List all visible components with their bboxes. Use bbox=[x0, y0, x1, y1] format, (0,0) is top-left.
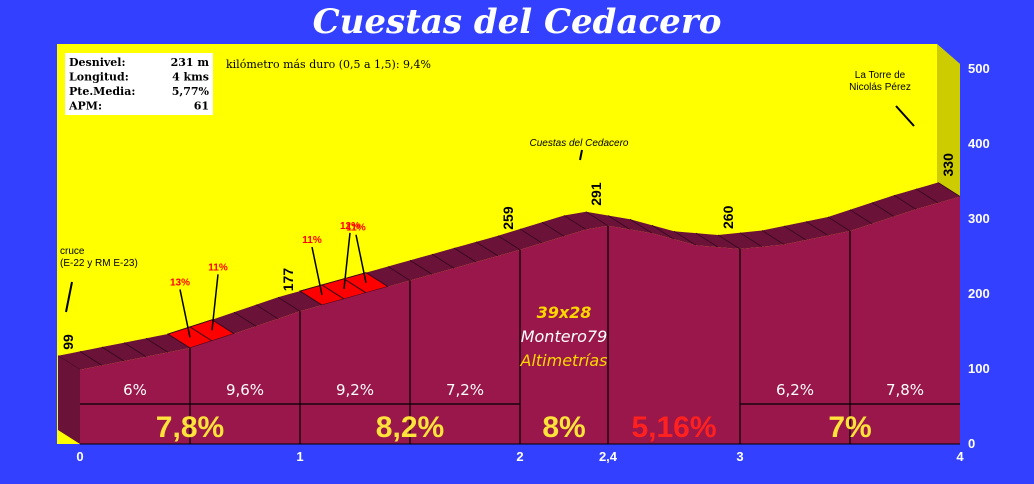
surface-stripe bbox=[387, 266, 411, 281]
x-tick-label: 2,4 bbox=[599, 449, 618, 464]
x-tick-label: 3 bbox=[736, 449, 743, 464]
annotation-text: (E-22 y RM E-23) bbox=[60, 258, 138, 269]
chart-title: Cuestas del Cedacero bbox=[313, 2, 722, 42]
stats-value: 61 bbox=[194, 100, 209, 113]
altitude-label: 291 bbox=[588, 182, 604, 206]
y-tick-label: 300 bbox=[968, 211, 990, 226]
surface-stripe bbox=[629, 218, 653, 234]
surface-stripe bbox=[717, 234, 741, 250]
y-tick-label: 100 bbox=[968, 361, 990, 376]
stats-value: 231 m bbox=[171, 56, 210, 69]
surface-stripe bbox=[519, 228, 543, 244]
annotation-text: Cuestas del Cedacero bbox=[530, 138, 629, 149]
surface-stripe bbox=[563, 215, 587, 230]
surface-stripe bbox=[761, 230, 785, 245]
stats-label: Longitud: bbox=[69, 71, 129, 84]
surface-stripe bbox=[695, 232, 719, 248]
surface-stripe bbox=[277, 296, 301, 312]
half-km-slope-label: 6% bbox=[123, 381, 147, 399]
surface-stripe bbox=[233, 311, 257, 327]
surface-stripe bbox=[893, 194, 917, 210]
credit-format: 39x28 bbox=[537, 303, 592, 322]
km-slope-label: 5,16% bbox=[631, 411, 716, 444]
surface-stripe bbox=[805, 221, 829, 236]
credit-author: Montero79 bbox=[521, 327, 608, 346]
steep-leader bbox=[179, 289, 191, 338]
annotation-text: Nicolás Pérez bbox=[849, 82, 911, 93]
altitude-label: 99 bbox=[60, 334, 76, 350]
y-tick-label: 0 bbox=[968, 436, 975, 451]
half-km-slope-label: 6,2% bbox=[776, 381, 814, 399]
stats-value: 4 kms bbox=[172, 71, 209, 84]
km-slope-label: 8% bbox=[542, 411, 585, 444]
half-km-slope-label: 7,2% bbox=[446, 381, 484, 399]
surface-stripe bbox=[475, 241, 499, 257]
annotation-leader bbox=[895, 105, 915, 127]
x-tick-label: 0 bbox=[76, 449, 83, 464]
stats-value: 5,77% bbox=[172, 85, 210, 98]
annotation-leader bbox=[65, 281, 73, 313]
surface-stripe bbox=[541, 221, 565, 237]
y-tick-label: 200 bbox=[968, 286, 990, 301]
surface-stripe bbox=[827, 216, 851, 232]
half-km-slope-label: 7,8% bbox=[886, 381, 924, 399]
x-tick-label: 2 bbox=[516, 449, 523, 464]
steep-label: 13% bbox=[170, 277, 190, 288]
surface-stripe bbox=[673, 230, 697, 246]
surface-stripe bbox=[739, 232, 763, 248]
surface-stripe bbox=[409, 259, 433, 275]
surface-stripe bbox=[849, 209, 873, 225]
steep-leader bbox=[211, 274, 219, 331]
stats-label: Pte.Media: bbox=[69, 85, 135, 98]
steep-label: 11% bbox=[302, 235, 322, 246]
profile-top-surface bbox=[58, 182, 960, 370]
steep-label: 11% bbox=[208, 262, 228, 273]
altitude-label: 259 bbox=[500, 206, 516, 230]
surface-stripe bbox=[937, 182, 961, 197]
altitude-label: 330 bbox=[940, 153, 956, 177]
surface-stripe bbox=[651, 224, 675, 240]
sky-panel-side bbox=[937, 44, 960, 212]
km-slope-label: 7,8% bbox=[156, 411, 224, 444]
surface-stripe bbox=[123, 342, 147, 358]
annotation-leader bbox=[579, 149, 583, 161]
y-tick-label: 500 bbox=[968, 61, 990, 76]
surface-stripe bbox=[145, 337, 169, 353]
surface-stripe bbox=[255, 304, 279, 320]
stats-label: APM: bbox=[68, 100, 102, 113]
steep-label: 12% bbox=[340, 221, 360, 232]
half-km-slope-label: 9,6% bbox=[226, 381, 264, 399]
profile-end-face bbox=[58, 355, 80, 444]
half-km-slope-label: 9,2% bbox=[336, 381, 374, 399]
surface-stripe bbox=[431, 253, 455, 269]
steep-label: 11% bbox=[346, 223, 366, 234]
km-slope-label: 7% bbox=[828, 411, 871, 444]
steep-leader bbox=[311, 246, 323, 296]
stats-label: Desnivel: bbox=[69, 56, 126, 69]
surface-stripe bbox=[607, 215, 631, 230]
altitude-label: 260 bbox=[720, 205, 736, 229]
surface-stripe bbox=[585, 211, 609, 227]
surface-stripe bbox=[871, 202, 895, 217]
surface-stripe bbox=[101, 346, 125, 362]
x-tick-label: 4 bbox=[956, 449, 964, 464]
credit-source: Altimetrías bbox=[520, 351, 608, 370]
hardest-km-note: kilómetro más duro (0,5 a 1,5): 9,4% bbox=[226, 58, 431, 71]
y-tick-label: 400 bbox=[968, 136, 990, 151]
surface-stripe bbox=[915, 188, 939, 204]
annotation-text: La Torre de bbox=[855, 70, 906, 81]
surface-stripe bbox=[453, 247, 477, 263]
stats-box bbox=[65, 53, 213, 115]
surface-stripe bbox=[783, 225, 807, 241]
steep-leader bbox=[355, 234, 367, 283]
km-slope-label: 8,2% bbox=[376, 411, 444, 444]
x-tick-label: 1 bbox=[296, 449, 303, 464]
surface-stripe bbox=[497, 235, 521, 251]
altitude-label: 177 bbox=[280, 268, 296, 292]
surface-stripe bbox=[79, 350, 103, 366]
annotation-text: cruce bbox=[60, 246, 85, 257]
